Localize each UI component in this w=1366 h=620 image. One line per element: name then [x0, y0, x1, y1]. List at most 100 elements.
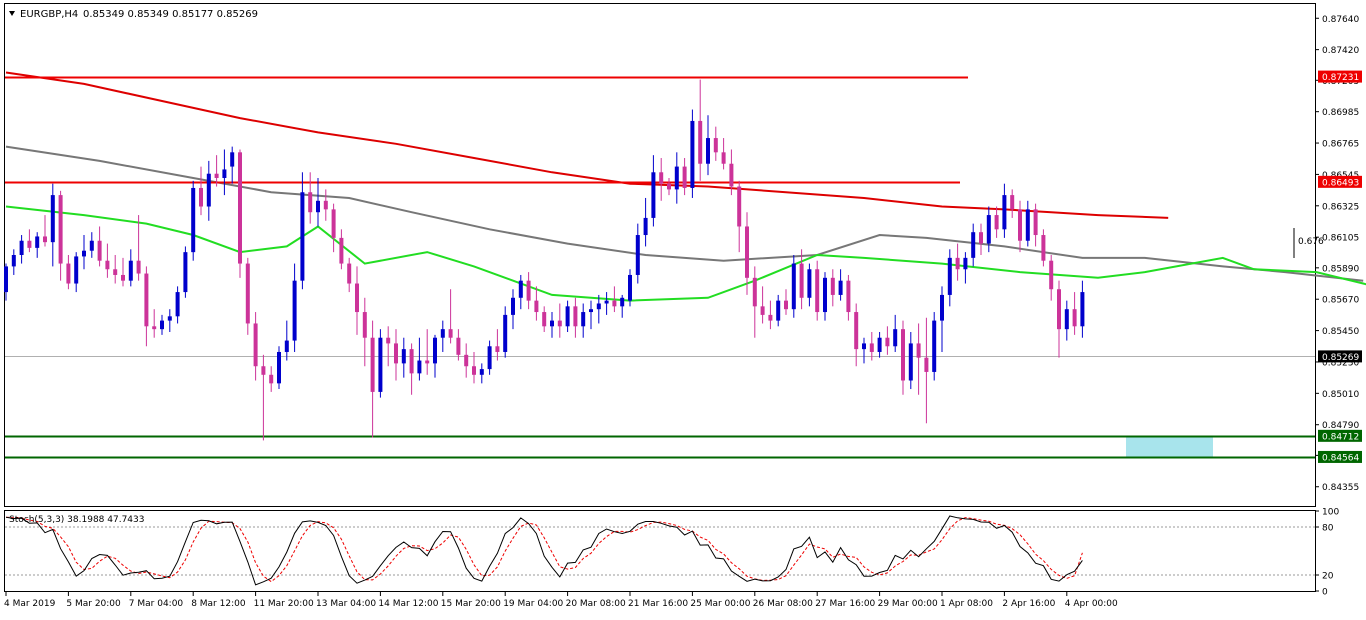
- candle-body: [1080, 292, 1085, 327]
- candle-body: [799, 263, 804, 298]
- candle-body: [89, 240, 94, 251]
- candle-body: [854, 312, 859, 350]
- candle: [1025, 200, 1030, 247]
- candle: [183, 246, 188, 298]
- candle-body: [401, 349, 406, 364]
- candle: [1072, 292, 1077, 335]
- candle: [550, 312, 554, 338]
- candle-body: [284, 340, 289, 352]
- candle-body: [924, 357, 929, 372]
- candle-body: [105, 260, 110, 270]
- candle-body: [838, 280, 843, 295]
- candle-body: [659, 172, 664, 184]
- candle: [713, 126, 718, 161]
- candle-body: [612, 300, 617, 307]
- candle-body: [651, 172, 656, 218]
- candle-body: [635, 235, 640, 275]
- candle: [277, 346, 281, 390]
- candle: [893, 314, 898, 352]
- candle-body: [706, 138, 710, 164]
- candle-body: [292, 280, 297, 341]
- triangle-down-icon[interactable]: [9, 11, 15, 16]
- candle: [50, 183, 55, 267]
- candle-body: [50, 195, 55, 243]
- candle: [979, 223, 983, 255]
- candle-body: [815, 269, 820, 313]
- candle-body: [316, 200, 320, 213]
- candle: [1018, 200, 1022, 253]
- candle: [206, 160, 211, 221]
- candle: [924, 317, 929, 424]
- candle: [394, 329, 398, 381]
- candle-body: [830, 277, 835, 295]
- candle-body: [277, 351, 281, 384]
- candle-body: [511, 297, 515, 315]
- candle: [105, 243, 110, 278]
- candle-body: [1057, 289, 1061, 330]
- candle: [1010, 189, 1015, 218]
- candle-body: [394, 343, 398, 364]
- time-tick-label: 4 Mar 2019: [4, 599, 56, 609]
- candle: [58, 190, 63, 281]
- candle-body: [557, 320, 562, 327]
- candle-body: [144, 273, 149, 327]
- candle: [721, 138, 726, 170]
- candle-body: [994, 215, 999, 230]
- candle-body: [784, 300, 788, 310]
- price-tag: [1318, 450, 1362, 463]
- stochastic-tick-label: 20: [1322, 572, 1334, 582]
- candle: [113, 255, 118, 284]
- candle-body: [698, 120, 703, 164]
- candle: [97, 226, 102, 267]
- candle: [581, 303, 586, 338]
- candle: [136, 215, 141, 281]
- stochastic-tick-label: 80: [1322, 524, 1334, 534]
- price-tick-label: 0.85230: [1322, 358, 1359, 368]
- candle: [417, 337, 422, 381]
- candle-body: [776, 300, 781, 321]
- candle: [659, 158, 664, 201]
- candle: [355, 266, 359, 335]
- candle: [830, 269, 835, 307]
- candle-body: [901, 329, 905, 381]
- candle-body: [355, 283, 359, 313]
- candle-body: [986, 215, 991, 244]
- candle: [518, 274, 523, 310]
- candle: [776, 294, 781, 327]
- candle: [994, 206, 999, 238]
- candle-body: [729, 163, 734, 187]
- candle: [971, 223, 976, 267]
- price-tag: [1318, 175, 1362, 188]
- moving-average-line-1: [5, 145, 1364, 282]
- candle: [635, 223, 640, 284]
- candle-body: [573, 306, 578, 327]
- price-tick-label: 0.84790: [1322, 421, 1359, 431]
- candle-body: [869, 343, 874, 352]
- candle-body: [955, 257, 960, 270]
- candle-body: [1002, 195, 1007, 230]
- candle-body: [877, 337, 882, 352]
- candle: [604, 292, 609, 315]
- candle: [589, 300, 593, 330]
- candle: [838, 269, 843, 301]
- time-tick-label: 25 Mar 00:00: [690, 599, 750, 609]
- candle: [503, 306, 508, 358]
- candle: [433, 334, 437, 378]
- candle: [901, 320, 905, 395]
- price-tick-label: 0.85450: [1322, 327, 1359, 337]
- candle-body: [604, 300, 609, 304]
- price-tag-label: 0.84564: [1322, 453, 1359, 463]
- candle: [768, 300, 773, 330]
- candle: [308, 172, 313, 224]
- candle-body: [448, 329, 453, 338]
- price-tag-label: 0.86493: [1322, 178, 1359, 188]
- candle-body: [19, 240, 24, 255]
- candle-body: [152, 326, 157, 330]
- candle-body: [674, 166, 679, 190]
- candle: [323, 189, 328, 221]
- time-tick-label: 14 Mar 12:00: [378, 599, 438, 609]
- candle: [487, 340, 492, 375]
- candle-body: [417, 360, 422, 374]
